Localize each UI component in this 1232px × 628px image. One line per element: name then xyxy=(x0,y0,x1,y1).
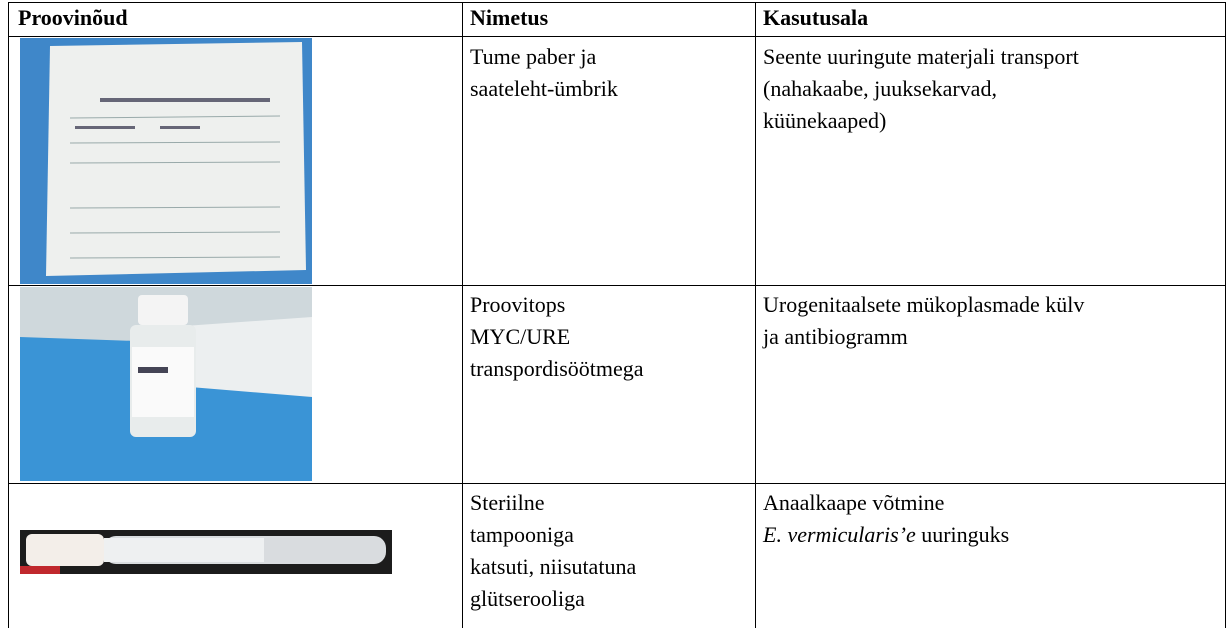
text-line: Urogenitaalsete mükoplasmade külv xyxy=(763,292,1085,317)
border xyxy=(8,285,1226,286)
border xyxy=(1225,2,1226,628)
text-line: Seente uuringute materjali transport xyxy=(763,44,1079,69)
text-line: küünekaaped) xyxy=(763,108,887,133)
usage-cell: Seente uuringute materjali transport (nah… xyxy=(763,41,1079,137)
text-line: tampooniga xyxy=(470,522,574,547)
text-line: glütserooliga xyxy=(470,586,585,611)
text-line: transpordisöötmega xyxy=(470,356,644,381)
text-line: katsuti, niisutatuna xyxy=(470,554,637,579)
photo-bottle xyxy=(20,287,312,481)
text-line: MYC/URE xyxy=(470,324,571,349)
header-cell: Kasutusala xyxy=(763,5,869,30)
photo-tube xyxy=(20,530,392,574)
text-line: Proovitops xyxy=(470,292,566,317)
text-line: (nahakaabe, juuksekarvad, xyxy=(763,76,997,101)
border xyxy=(8,2,9,628)
header-cell: Proovinõud xyxy=(18,5,128,30)
usage-cell: Anaalkaape võtmine E. vermicularis’e uur… xyxy=(763,487,1009,551)
photo-form xyxy=(20,38,312,284)
name-cell: Tume paber ja saateleht-ümbrik xyxy=(470,41,618,105)
border xyxy=(755,2,756,628)
usage-cell: Urogenitaalsete mükoplasmade külv ja anti… xyxy=(763,289,1084,353)
text-line: Anaalkaape võtmine xyxy=(763,490,945,515)
border xyxy=(8,36,1226,37)
text-line: Tume paber ja xyxy=(470,44,597,69)
text-line: Steriilne xyxy=(470,490,545,515)
usage-line: E. vermicularis’e uuringuks xyxy=(763,519,1009,551)
usage-lines: Anaalkaape võtmine xyxy=(763,487,1009,519)
border xyxy=(462,2,463,628)
text: uuringuks xyxy=(915,522,1010,547)
border xyxy=(8,2,1226,3)
text-line: ja antibiogramm xyxy=(763,324,908,349)
name-cell: Proovitops MYC/URE transpordisöötmega xyxy=(470,289,644,385)
name-cell: Steriilne tampooniga katsuti, niisutatuna g… xyxy=(470,487,636,615)
header-cell: Nimetus xyxy=(470,5,549,30)
italic-text: E. vermicularis’e xyxy=(763,522,916,547)
text-line: saateleht-ümbrik xyxy=(470,76,618,101)
border xyxy=(8,483,1226,484)
